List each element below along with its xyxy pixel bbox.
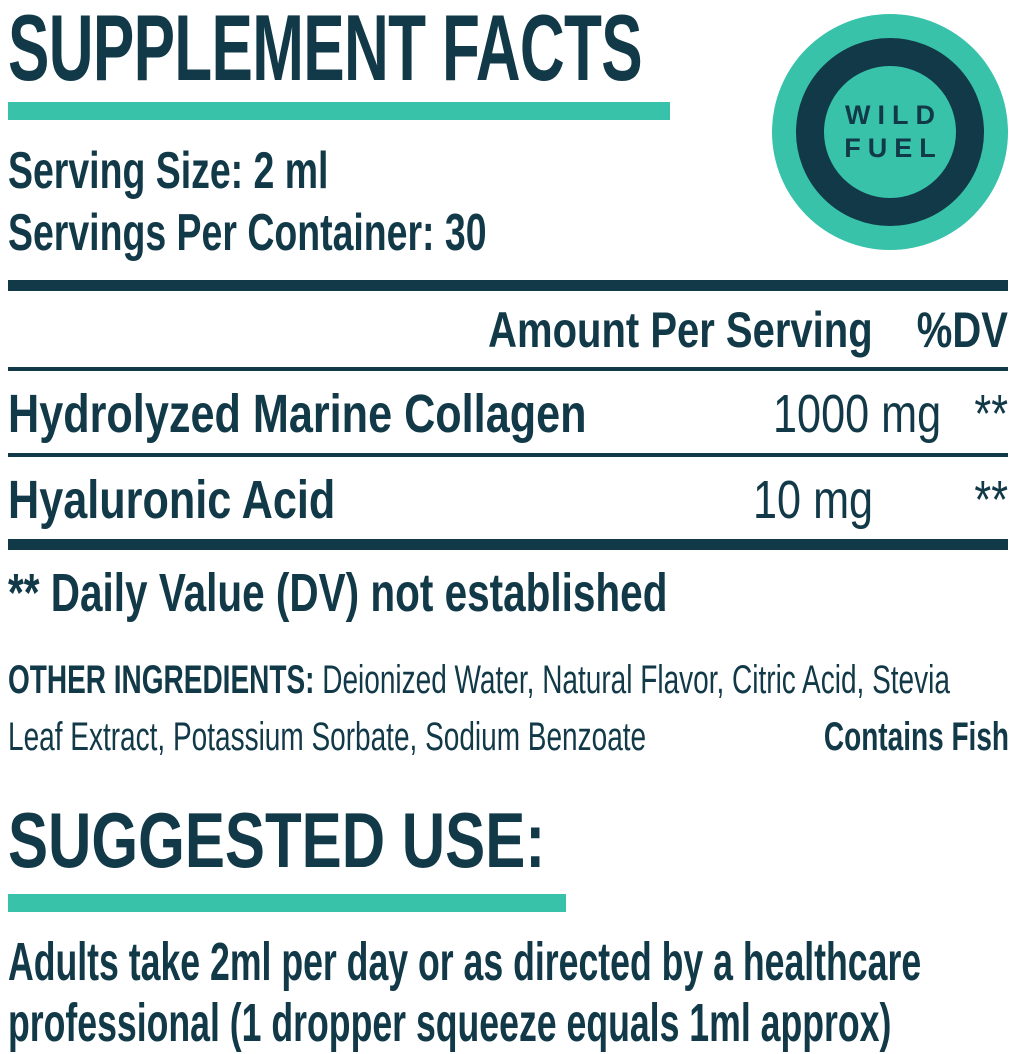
supplement-facts-title: SUPPLEMENT FACTS bbox=[8, 0, 1008, 100]
ingredient-name: Hydrolyzed Marine Collagen bbox=[8, 384, 587, 444]
suggested-use-title-text: SUGGESTED USE: bbox=[8, 796, 546, 884]
ingredient-name: Hyaluronic Acid bbox=[8, 470, 336, 530]
brand-name-line2: FUEL bbox=[844, 133, 943, 163]
column-header-amount: Amount Per Serving bbox=[488, 302, 873, 358]
usage-directions: Adults take 2ml per day or as directed b… bbox=[8, 932, 1008, 1054]
ingredient-amount-cell: 1000 mg bbox=[731, 383, 941, 445]
ingredient-amount-cell: 10 mg bbox=[723, 469, 873, 531]
ingredient-name-cell: Hyaluronic Acid bbox=[8, 469, 723, 531]
other-ingredients-label: OTHER INGREDIENTS: bbox=[8, 658, 315, 702]
serving-info: Serving Size: 2 ml Servings Per Containe… bbox=[8, 140, 1008, 264]
contains-allergen: Contains Fish bbox=[823, 715, 1009, 759]
serving-size-line: Serving Size: 2 ml bbox=[8, 140, 1008, 202]
dv-footnote-text: ** Daily Value (DV) not established bbox=[8, 563, 668, 623]
suggested-use-title: SUGGESTED USE: bbox=[8, 796, 1008, 884]
other-ingredients-line1: OTHER INGREDIENTS: Deionized Water, Natu… bbox=[8, 652, 1009, 709]
table-row: Hydrolyzed Marine Collagen 1000 mg ** bbox=[8, 371, 1008, 457]
serving-size-text: Serving Size: 2 ml bbox=[8, 142, 329, 200]
other-ingredients: OTHER INGREDIENTS: Deionized Water, Natu… bbox=[8, 652, 1009, 766]
ingredient-amount: 1000 mg bbox=[773, 384, 942, 444]
ingredient-name-cell: Hydrolyzed Marine Collagen bbox=[8, 383, 731, 445]
ingredient-dv: ** bbox=[974, 384, 1008, 444]
servings-per-container-line: Servings Per Container: 30 bbox=[8, 202, 1008, 264]
table-row: Hyaluronic Acid 10 mg ** bbox=[8, 457, 1008, 550]
brand-name: WILD FUEL bbox=[837, 99, 943, 165]
suggested-use-underline-bar bbox=[8, 894, 566, 912]
ingredient-dv: ** bbox=[974, 470, 1008, 530]
column-header-dv: %DV bbox=[916, 302, 1008, 358]
brand-logo: WILD FUEL bbox=[772, 14, 1008, 250]
other-ingredients-line2: Leaf Extract, Potassium Sorbate, Sodium … bbox=[8, 709, 1009, 766]
table-header-row: Amount Per Serving %DV bbox=[8, 291, 1008, 371]
table-top-rule bbox=[8, 280, 1008, 291]
supplement-facts-title-text: SUPPLEMENT FACTS bbox=[8, 0, 643, 100]
other-ingredients-text2: Leaf Extract, Potassium Sorbate, Sodium … bbox=[8, 715, 647, 759]
logo-ring-icon: WILD FUEL bbox=[796, 38, 984, 226]
title-underline-bar bbox=[8, 102, 670, 120]
usage-directions-line1: Adults take 2ml per day or as directed b… bbox=[8, 932, 922, 992]
servings-per-container-text: Servings Per Container: 30 bbox=[8, 204, 487, 262]
dv-footnote: ** Daily Value (DV) not established bbox=[8, 562, 1008, 624]
brand-name-line1: WILD bbox=[845, 100, 942, 130]
column-header-dv-cell: %DV bbox=[873, 301, 1008, 359]
ingredient-dv-cell: ** bbox=[941, 383, 1008, 445]
other-ingredients-text1: Deionized Water, Natural Flavor, Citric … bbox=[322, 658, 950, 702]
ingredient-dv-cell: ** bbox=[873, 469, 1008, 531]
ingredient-amount: 10 mg bbox=[752, 470, 873, 530]
usage-directions-line1-wrap: Adults take 2ml per day or as directed b… bbox=[8, 932, 1008, 993]
